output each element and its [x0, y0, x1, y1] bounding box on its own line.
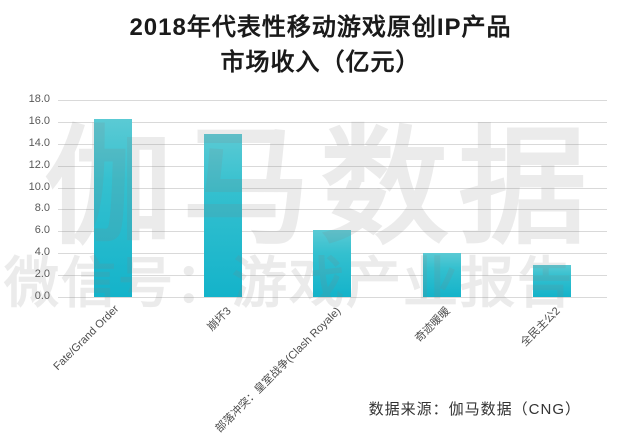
y-tick-label-12: 12.0: [28, 158, 50, 171]
data-source-note: 数据来源：伽马数据（CNG）: [368, 401, 581, 418]
x-tick-label-3: 奇迹暖暖: [413, 305, 453, 345]
bar-1: [203, 133, 242, 297]
y-tick-label-16: 16.0: [28, 114, 50, 127]
gridline-12: [58, 165, 607, 167]
x-tick-label-4: 全民主公2: [518, 305, 563, 350]
plot-area: Fate/Grand Order 崩坏3 部落冲突：皇室战争(Clash Royal…: [51, 100, 607, 435]
y-tick-label-18: 18.0: [28, 93, 50, 105]
y-tick-label-8: 8.0: [34, 202, 50, 215]
y-tick-label-4: 4.0: [34, 246, 50, 259]
bar-slot-4: [497, 100, 607, 297]
gridline-10: [58, 187, 607, 189]
bar-slot-2: [278, 100, 388, 297]
gridline-0: [58, 297, 607, 298]
chart-title-line1: 2018年代表性移动游戏原创IP产品: [129, 14, 512, 41]
bar-3: [423, 253, 462, 297]
y-tick-label-14: 14.0: [28, 136, 50, 149]
gridline-18: [58, 100, 607, 101]
y-tick-label-2: 2.0: [34, 268, 50, 281]
bar-slot-0: [58, 100, 168, 297]
y-tick-label-0: 0.0: [34, 290, 50, 302]
bar-slot-1: [168, 100, 278, 297]
bar-series: [58, 100, 607, 297]
bar-slot-3: [387, 100, 497, 297]
chart-title: 2018年代表性移动游戏原创IP产品 市场收入（亿元）: [0, 10, 641, 80]
bar-2: [313, 230, 352, 297]
gridline-8: [58, 209, 607, 211]
gridline-14: [58, 143, 607, 145]
chart-title-line2: 市场收入（亿元）: [220, 49, 421, 76]
x-tick-label-0: Fate/Grand Order: [51, 303, 122, 373]
bar-4: [533, 265, 572, 297]
x-tick-label-2: 部落冲突：皇室战争(Clash Royale): [213, 305, 344, 436]
bar-0: [93, 118, 132, 297]
y-tick-label-10: 10.0: [28, 180, 50, 193]
x-tick-label-1: 崩坏3: [204, 305, 234, 334]
y-tick-label-6: 6.0: [34, 224, 50, 237]
gridline-16: [58, 121, 607, 123]
